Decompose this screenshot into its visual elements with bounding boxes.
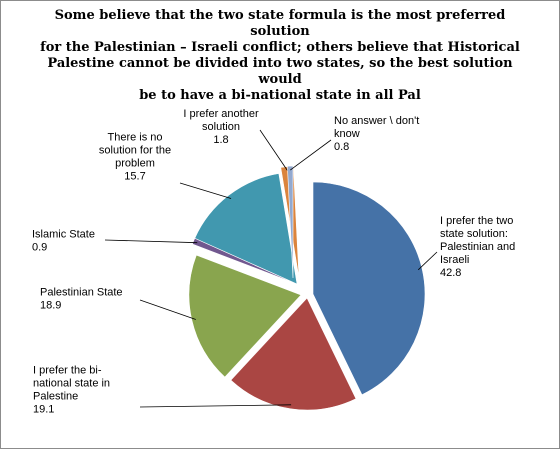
slice-label-line: problem <box>115 158 155 170</box>
slice-label: I prefer the bi-national state in Palesti… <box>33 365 110 416</box>
slice-value: 0.9 <box>32 242 47 254</box>
slice-label-line: Palestinian State <box>40 287 123 299</box>
slice-label-line: Palestinian and <box>440 241 515 253</box>
slice-label-line: know <box>334 128 360 140</box>
slice-label: Islamic State 0.9 <box>32 229 95 254</box>
leader-line <box>104 239 198 244</box>
leader-line <box>139 404 292 408</box>
leader-line <box>259 129 288 171</box>
slice-label: No answer \ don't know 0.8 <box>334 115 419 153</box>
leader-line <box>290 139 332 171</box>
slice-label-line: Islamic State <box>32 229 95 241</box>
slice-value: 18.9 <box>40 300 61 312</box>
leader-line <box>417 251 438 271</box>
pie-slice <box>287 165 294 279</box>
slice-label: I prefer another solution 1.8 <box>183 108 259 146</box>
slice-label-line: I prefer the two <box>440 215 513 227</box>
slice-label-line: national state in <box>33 378 110 390</box>
slice-value: 15.7 <box>124 171 145 183</box>
slice-label-line: solution <box>202 121 240 133</box>
slice-value: 42.8 <box>440 267 461 279</box>
pie-slice <box>194 173 298 285</box>
slice-value: 0.8 <box>334 141 349 153</box>
pie-slice <box>230 297 357 411</box>
slice-label-line: Palestine <box>33 391 78 403</box>
leader-line <box>139 299 196 320</box>
pie-slice <box>188 254 302 378</box>
pie-slice <box>312 181 426 396</box>
slice-value: 19.1 <box>33 404 54 416</box>
slice-label-line: solution for the <box>99 145 171 157</box>
slice-label-line: I prefer another <box>183 108 259 120</box>
slice-label: I prefer the two state solution: Palestini… <box>440 215 515 279</box>
slice-value: 1.8 <box>213 134 228 146</box>
slice-label-line: No answer \ don't <box>334 115 419 127</box>
slice-label: There is no solution for the problem 15.7 <box>99 132 171 183</box>
slice-label-line: I prefer the bi- <box>33 365 102 377</box>
leader-line <box>179 182 232 199</box>
slice-label: Palestinian State 18.9 <box>40 287 123 312</box>
slice-label-line: There is no <box>107 132 162 144</box>
slice-label-line: state solution: <box>440 228 508 240</box>
slice-label-line: Israeli <box>440 254 469 266</box>
chart-title: Some believe that the two state formula … <box>40 8 520 103</box>
